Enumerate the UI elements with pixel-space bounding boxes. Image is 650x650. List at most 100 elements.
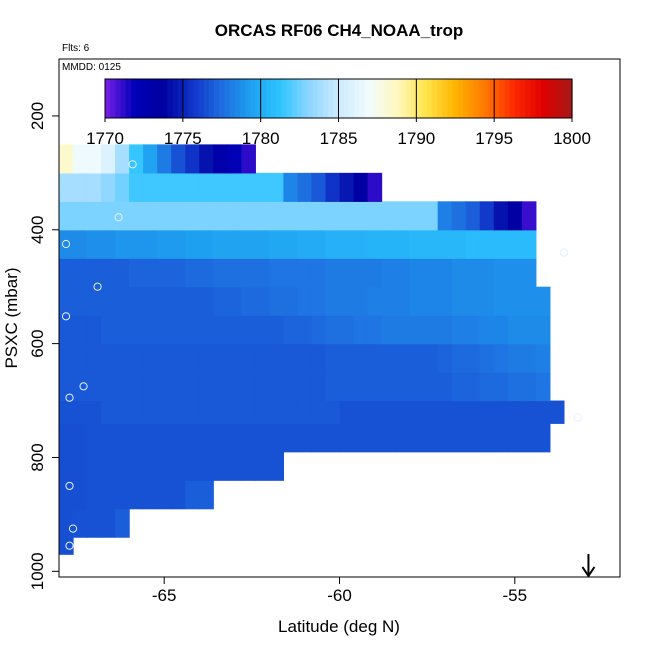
colorbar-swatch [354,79,360,118]
heatmap-cell [395,423,411,453]
heatmap-cell [311,286,327,316]
heatmap-cell [283,172,299,202]
colorbar-swatch [208,79,215,118]
heatmap-cell [115,343,130,373]
heatmap-cell [73,508,88,538]
heatmap-cell [227,144,242,174]
heatmap-cell [101,229,116,259]
heatmap-cell [423,343,439,373]
colorbar-swatch [546,79,552,118]
heatmap-cell [339,286,355,316]
heatmap-cell [59,258,74,288]
heatmap-cell [325,315,341,345]
heatmap-cell [423,229,439,259]
heatmap-cell [115,372,130,402]
heatmap-cell [325,258,341,288]
colorbar-swatch [312,79,319,118]
heatmap-cell [451,315,467,345]
heatmap-cell [535,286,551,316]
heatmap-cell [269,343,284,373]
heatmap-cell [451,423,467,453]
heatmap-cell [185,423,200,453]
colorbar-swatch [286,79,293,118]
heatmap-cell [73,172,88,202]
colorbar-swatch [431,79,438,118]
colorbar-swatch [483,79,490,118]
heatmap-cell [143,144,158,174]
heatmap-cell [213,172,228,202]
colorbar-swatch [239,79,246,118]
heatmap-cell [115,508,130,538]
heatmap-cell [87,286,102,316]
heatmap-cell [507,201,523,231]
colorbar-swatch [452,79,459,118]
heatmap-cell [451,400,467,424]
heatmap-cell [297,172,313,202]
heatmap-cell [255,286,270,316]
heatmap-cell [297,286,313,316]
heatmap-cell [255,229,270,259]
heatmap-cell [535,400,551,424]
heatmap-cell [521,343,537,373]
heatmap-cell [59,423,74,453]
heatmap-cell [409,343,425,373]
heatmap-cell [213,400,228,424]
colorbar-swatch [473,79,480,118]
heatmap-cell [157,144,172,174]
heatmap-cell [129,229,144,259]
heatmap-cell [87,144,102,174]
heatmap-cell [129,372,144,402]
heatmap-cell [199,372,214,402]
heatmap-cell [269,286,284,316]
heatmap-cell [465,315,481,345]
heatmap-cell [437,343,453,373]
heatmap-cell [423,423,439,453]
heatmap-cell [465,423,481,453]
heatmap-cell [227,400,242,424]
colorbar-swatch [276,79,283,118]
heatmap-cell [507,286,523,316]
heatmap-cell [87,229,102,259]
heatmap-cell [437,201,453,231]
heatmap-cell [409,258,425,288]
heatmap-cell [423,372,439,402]
y-axis: 200 400 600 800 1000 [28,102,59,590]
colorbar-swatch [416,79,423,118]
colorbar-swatch [281,79,288,118]
heatmap-cell [59,400,74,424]
heatmap-cell [395,315,411,345]
heatmap-cell [493,286,509,316]
heatmap-cell [157,423,172,453]
heatmap-cell [87,423,102,453]
heatmap-cell [353,172,369,202]
colorbar-swatch [146,79,153,118]
heatmap-cell [437,286,453,316]
colorbar: 1770 1775 1780 1785 1790 1795 1800 [86,78,591,148]
colorbar-swatch [234,79,241,118]
colorbar-swatch [499,79,506,118]
heatmap-cell [73,451,88,481]
heatmap-cell [381,400,397,424]
colorbar-swatch [125,79,132,118]
observation-point [559,248,569,257]
heatmap-cell [115,172,130,202]
x-tick-label: -65 [152,586,177,605]
heatmap-cell [171,372,186,402]
heatmap-cell [297,229,313,259]
heatmap-cell [311,201,327,231]
heatmap-cell [101,508,116,538]
heatmap-cell [297,400,313,424]
heatmap-cell [115,258,130,288]
colorbar-swatch [213,79,220,118]
heatmap-cell [157,229,172,259]
heatmap-cell [101,144,116,174]
colorbar-swatch [172,79,179,118]
heatmap-cell [451,372,467,402]
observation-point [61,312,71,321]
heatmap-cell [213,451,228,481]
heatmap-cell [101,343,116,373]
heatmap-cell [521,201,537,231]
heatmap-cell [311,343,327,373]
heatmap-cell [269,400,284,424]
colorbar-swatch [556,79,563,118]
